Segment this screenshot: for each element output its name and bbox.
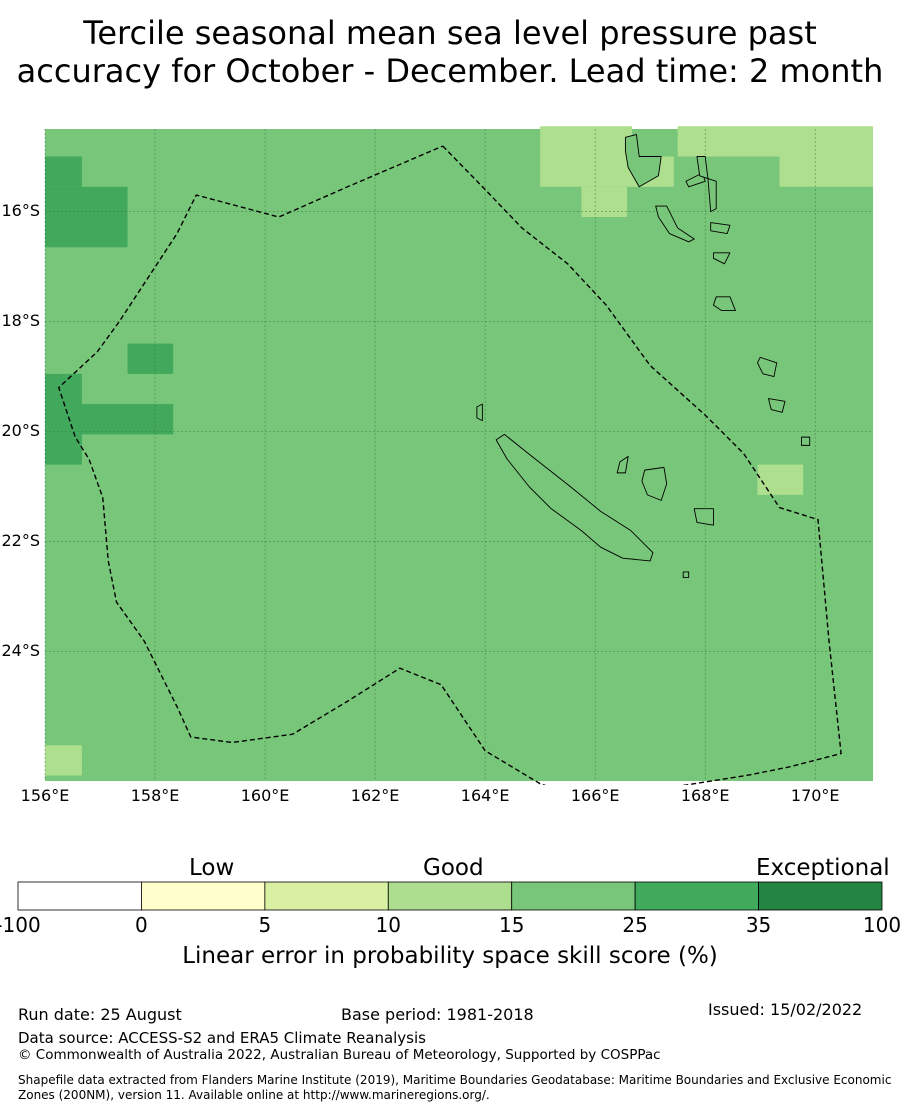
latitude-label: 16°S bbox=[1, 200, 40, 220]
skill-cell bbox=[45, 186, 128, 248]
island-coastline bbox=[616, 455, 629, 474]
colorbar-heading-low: Low bbox=[189, 855, 235, 881]
island-coastline bbox=[713, 252, 731, 265]
latitude-label: 24°S bbox=[1, 640, 40, 660]
colorbar-bin bbox=[264, 881, 389, 911]
longitude-label: 168°E bbox=[680, 786, 730, 805]
colorbar-bin bbox=[634, 881, 759, 911]
island-coastline bbox=[768, 398, 786, 413]
copyright: © Commonwealth of Australia 2022, Austra… bbox=[18, 1047, 661, 1063]
island-coastline bbox=[682, 571, 690, 578]
colorbar-bin bbox=[141, 881, 266, 911]
longitude-label: 164°E bbox=[460, 786, 510, 805]
island-coastline bbox=[707, 178, 717, 212]
colorbar-tick-label: -100 bbox=[0, 913, 41, 937]
title-line-1: Tercile seasonal mean sea level pressure… bbox=[83, 14, 817, 52]
island-coastline bbox=[624, 134, 662, 188]
skill-cell bbox=[45, 745, 82, 776]
colorbar-bin bbox=[511, 881, 636, 911]
colorbar-bin bbox=[17, 881, 142, 911]
longitude-label: 170°E bbox=[790, 786, 840, 805]
island-coastline bbox=[713, 296, 736, 312]
colorbar-tick-label: 100 bbox=[862, 913, 900, 937]
colorbar-tick-label: 15 bbox=[498, 913, 525, 937]
island-coastline bbox=[476, 403, 483, 422]
colorbar-tick-label: 5 bbox=[258, 913, 272, 937]
colorbar-tick-label: 0 bbox=[135, 913, 148, 937]
issued-date: Issued: 15/02/2022 bbox=[708, 1000, 863, 1019]
skill-cell bbox=[45, 404, 174, 435]
latitude-label: 20°S bbox=[1, 420, 40, 440]
run-date: Run date: 25 August bbox=[18, 1005, 182, 1024]
skill-cell bbox=[45, 156, 82, 187]
longitude-label: 166°E bbox=[570, 786, 620, 805]
island-coastline bbox=[696, 156, 709, 179]
colorbar-heading-exceptional: Exceptional bbox=[756, 855, 890, 881]
island-coastline bbox=[801, 436, 811, 446]
skill-cell bbox=[757, 464, 804, 495]
colorbar bbox=[17, 881, 883, 911]
island-coastline bbox=[757, 356, 778, 378]
island-coastline bbox=[495, 433, 654, 562]
skill-cell bbox=[540, 126, 633, 187]
eez-boundary bbox=[57, 145, 842, 785]
skill-cell bbox=[779, 156, 873, 187]
colorbar-bin bbox=[387, 881, 513, 911]
longitude-label: 162°E bbox=[350, 786, 400, 805]
longitude-label: 156°E bbox=[20, 786, 70, 805]
data-source: Data source: ACCESS-S2 and ERA5 Climate … bbox=[18, 1029, 426, 1047]
colorbar-label: Linear error in probability space skill … bbox=[182, 943, 718, 969]
colorbar-tick-label: 35 bbox=[745, 913, 772, 937]
longitude-label: 158°E bbox=[130, 786, 180, 805]
skill-cell bbox=[677, 126, 873, 157]
longitude-label: 160°E bbox=[240, 786, 290, 805]
chart-title: Tercile seasonal mean sea level pressure… bbox=[0, 14, 900, 90]
colorbar-tick-label: 10 bbox=[375, 913, 402, 937]
title-line-2: accuracy for October - December. Lead ti… bbox=[16, 52, 884, 90]
island-coastline bbox=[710, 222, 731, 234]
latitude-label: 22°S bbox=[1, 530, 40, 550]
colorbar-heading-good: Good bbox=[423, 855, 484, 881]
colorbar-bin bbox=[758, 881, 883, 911]
skill-cell bbox=[127, 343, 174, 374]
base-period: Base period: 1981-2018 bbox=[341, 1005, 534, 1024]
map-background bbox=[45, 129, 873, 781]
colorbar-tick-label: 25 bbox=[622, 913, 648, 937]
latitude-label: 18°S bbox=[1, 310, 40, 330]
skill-map bbox=[44, 126, 873, 785]
island-coastline bbox=[693, 508, 714, 526]
shapefile-credit: Shapefile data extracted from Flanders M… bbox=[18, 1073, 892, 1102]
island-coastline bbox=[641, 466, 668, 501]
island-coastline bbox=[655, 205, 695, 243]
skill-cell bbox=[581, 186, 628, 218]
